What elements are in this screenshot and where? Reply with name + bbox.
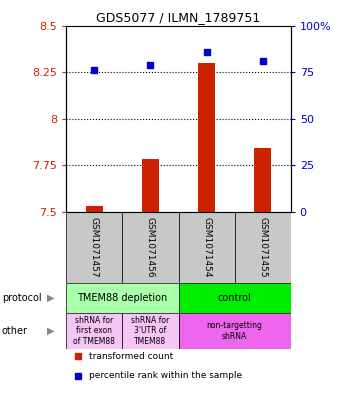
Text: shRNA for
3'UTR of
TMEM88: shRNA for 3'UTR of TMEM88	[131, 316, 170, 346]
Text: other: other	[2, 326, 28, 336]
Text: shRNA for
first exon
of TMEM88: shRNA for first exon of TMEM88	[73, 316, 115, 346]
Text: TMEM88 depletion: TMEM88 depletion	[77, 293, 168, 303]
Text: GSM1071455: GSM1071455	[258, 217, 267, 277]
Text: ▶: ▶	[47, 326, 54, 336]
Bar	[178, 211, 235, 283]
Title: GDS5077 / ILMN_1789751: GDS5077 / ILMN_1789751	[96, 11, 261, 24]
Bar	[235, 211, 291, 283]
Bar	[178, 313, 291, 349]
Text: control: control	[218, 293, 252, 303]
Bar	[198, 63, 215, 211]
Text: percentile rank within the sample: percentile rank within the sample	[89, 371, 242, 380]
Bar	[86, 206, 103, 211]
Bar	[142, 160, 159, 211]
Text: non-targetting
shRNA: non-targetting shRNA	[207, 321, 262, 341]
Bar	[122, 211, 178, 283]
Bar	[178, 283, 291, 313]
Bar	[66, 283, 178, 313]
Bar	[66, 313, 122, 349]
Text: protocol: protocol	[2, 293, 41, 303]
Text: GSM1071457: GSM1071457	[90, 217, 99, 277]
Bar	[66, 211, 122, 283]
Text: GSM1071454: GSM1071454	[202, 217, 211, 277]
Bar	[122, 313, 178, 349]
Text: transformed count: transformed count	[89, 352, 173, 361]
Text: GSM1071456: GSM1071456	[146, 217, 155, 277]
Bar	[254, 148, 271, 211]
Text: ▶: ▶	[47, 293, 54, 303]
